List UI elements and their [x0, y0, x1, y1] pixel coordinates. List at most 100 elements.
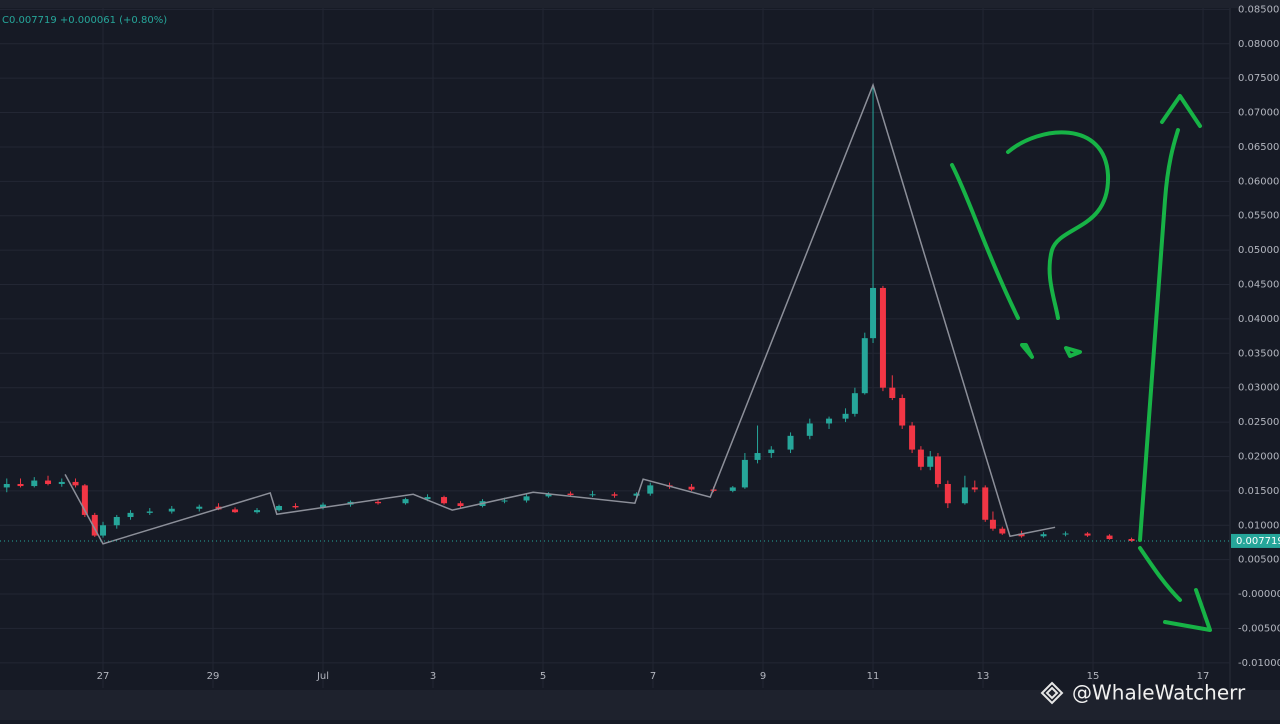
- candle-body: [1128, 539, 1135, 541]
- candle-body: [196, 506, 203, 509]
- y-tick-label: -0.005000: [1238, 623, 1280, 634]
- x-tick-label: 13: [977, 671, 990, 682]
- x-tick-label: 11: [867, 671, 880, 682]
- candle-body: [999, 528, 1006, 534]
- top-bar: [0, 0, 1280, 8]
- candle-body: [927, 456, 934, 467]
- last-price-box: [1231, 533, 1280, 548]
- annotation-stroke: [1138, 128, 1180, 542]
- x-tick-label: 15: [1087, 671, 1100, 682]
- candle-body: [254, 510, 261, 513]
- candle-body: [31, 480, 38, 487]
- watermark-logo: [1040, 681, 1064, 705]
- x-tick-label: 7: [650, 671, 656, 682]
- candle-body: [17, 483, 24, 487]
- candle-body: [545, 493, 552, 497]
- candle-body: [523, 496, 530, 501]
- candle-body: [917, 449, 924, 467]
- candle-body: [909, 425, 916, 450]
- y-tick-label: 0.005000: [1238, 555, 1280, 566]
- candle-body: [934, 456, 941, 484]
- zigzag-line: [64, 82, 1056, 545]
- candle-body: [989, 519, 996, 529]
- candle-body: [402, 499, 409, 504]
- annotation-stroke: [950, 163, 1020, 320]
- candle-body: [861, 338, 868, 394]
- candle-body: [826, 418, 833, 424]
- candle-body: [276, 505, 283, 511]
- candle-body: [768, 449, 775, 454]
- candle-body: [842, 413, 849, 419]
- candle-body: [91, 514, 98, 536]
- candle-body: [982, 487, 989, 520]
- candle-body: [741, 459, 748, 488]
- candle-body: [961, 487, 968, 504]
- candle-body: [851, 393, 858, 414]
- candle-body: [589, 494, 596, 496]
- watermark: @WhaleWatcherr: [1040, 681, 1246, 705]
- x-tick-label: 27: [97, 671, 110, 682]
- candle-body: [292, 505, 299, 508]
- candle-body: [168, 508, 175, 512]
- candle-body: [100, 525, 107, 536]
- candle-body: [424, 497, 431, 500]
- candle-body: [1084, 533, 1091, 536]
- last-price-label: 0.007719: [1236, 536, 1280, 547]
- bottom-bar: [0, 690, 1280, 720]
- candle-body: [870, 287, 877, 339]
- candle-body: [633, 493, 640, 496]
- candle-body: [3, 483, 10, 488]
- annotations: [950, 94, 1212, 632]
- candle-body: [899, 398, 906, 426]
- candle-body: [729, 487, 736, 491]
- watermark-text: @WhaleWatcherr: [1072, 681, 1246, 705]
- candle-body: [971, 487, 978, 490]
- x-tick-label: Jul: [316, 671, 329, 682]
- candle-body: [113, 517, 120, 526]
- candle-body: [320, 504, 327, 508]
- y-tick-label: -0.000000: [1238, 589, 1280, 600]
- candle-body: [501, 500, 508, 502]
- candle-body: [611, 494, 618, 496]
- candle-body: [879, 287, 886, 388]
- annotation-stroke: [1006, 130, 1111, 320]
- candle-body: [806, 423, 813, 436]
- candle-body: [1106, 535, 1113, 540]
- x-tick-label: 17: [1197, 671, 1210, 682]
- candle-body: [647, 485, 654, 494]
- candle-body: [72, 481, 79, 486]
- x-tick-label: 9: [760, 671, 766, 682]
- candle-body: [754, 453, 761, 460]
- candle-body: [127, 512, 134, 518]
- candle-body: [1062, 533, 1069, 535]
- x-tick-label: 29: [207, 671, 220, 682]
- legend-header: C0.007719 +0.000061 (+0.80%): [2, 15, 167, 26]
- candle-body: [45, 480, 52, 484]
- candle-body: [688, 486, 695, 490]
- candle-body: [567, 493, 574, 495]
- annotation-stroke: [1138, 546, 1182, 602]
- candle-body: [1018, 533, 1025, 537]
- candle-body: [889, 387, 896, 399]
- candle-body: [441, 497, 448, 504]
- candle-body: [146, 511, 153, 513]
- annotation-stroke: [1160, 94, 1202, 128]
- annotation-stroke: [1020, 343, 1082, 359]
- candle-body: [944, 483, 951, 504]
- candle-body: [787, 435, 794, 450]
